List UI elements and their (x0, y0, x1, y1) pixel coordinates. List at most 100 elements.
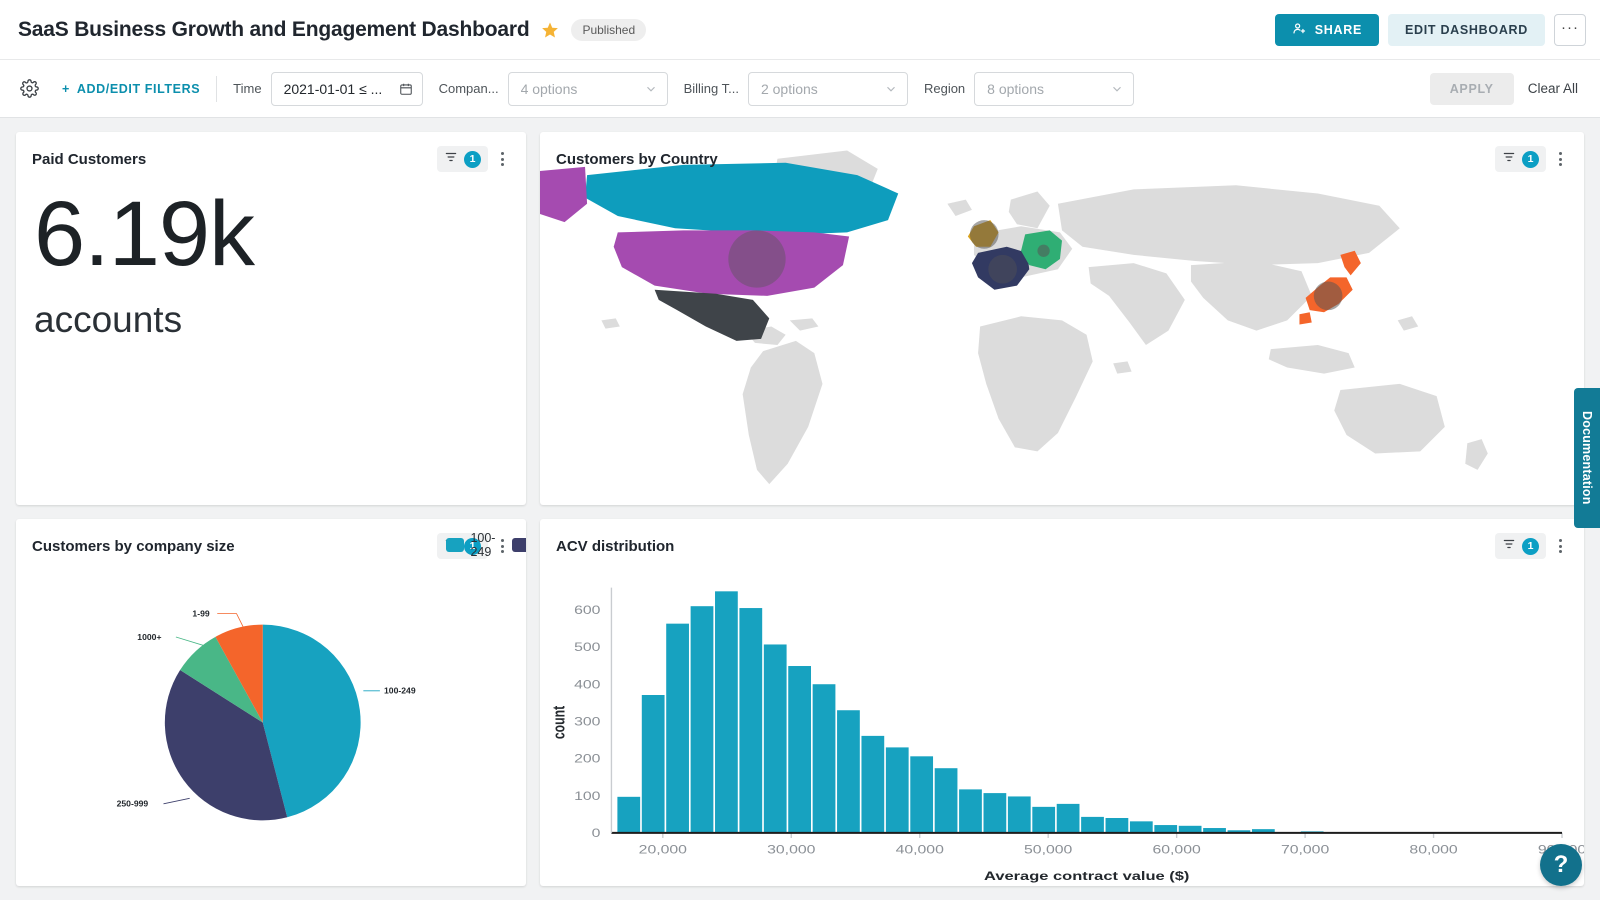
histogram-bar[interactable] (1178, 825, 1202, 833)
map-bubble-germany[interactable] (1037, 244, 1050, 257)
share-button[interactable]: SHARE (1274, 13, 1379, 46)
map-region-france[interactable] (971, 246, 1030, 290)
histogram-bar[interactable] (1227, 830, 1251, 833)
histogram-bar[interactable] (1081, 816, 1104, 833)
card-menu-icon[interactable] (492, 146, 512, 172)
histogram-bar[interactable] (690, 606, 714, 833)
histogram-bar[interactable] (1129, 821, 1153, 833)
histogram-bar[interactable] (739, 608, 763, 833)
histogram-bar[interactable] (983, 793, 1007, 833)
card-customers-by-company-size: Customers by company size 1 100-249 (16, 519, 526, 886)
filter-region-value: 8 options (987, 80, 1044, 97)
histogram-y-tick: 200 (574, 752, 601, 766)
histogram-bar[interactable] (1007, 796, 1031, 833)
histogram-bar[interactable] (763, 644, 787, 833)
card-filter-chip[interactable]: 1 (1495, 533, 1546, 559)
card-filter-chip[interactable]: 1 (437, 146, 488, 172)
histogram-bar[interactable] (641, 695, 665, 833)
card-filter-count: 1 (1522, 537, 1539, 555)
world-map[interactable] (540, 132, 1584, 505)
histogram-bar[interactable] (788, 666, 812, 833)
pie-slices (164, 624, 361, 821)
card-menu-icon[interactable] (492, 533, 512, 559)
map-bubble-uk[interactable] (969, 220, 999, 249)
histogram-bar[interactable] (1154, 825, 1178, 833)
histogram-bar[interactable] (910, 756, 934, 833)
filter-funnel-icon (444, 150, 458, 169)
filter-billing-type: Billing T... 2 options (684, 71, 908, 106)
filter-company-size-value: 4 options (520, 80, 578, 97)
histogram-bar[interactable] (885, 747, 909, 833)
filter-actions: APPLY Clear All (1429, 72, 1586, 105)
histogram-y-tick: 500 (574, 640, 601, 654)
apply-button[interactable]: APPLY (1429, 72, 1514, 105)
filter-company-size-select[interactable]: 4 options (507, 71, 668, 106)
histogram-bar[interactable] (812, 684, 836, 833)
card-header: ACV distribution 1 (540, 519, 1584, 559)
filter-time-input[interactable]: 2021-01-01 ≤ ... (270, 71, 423, 106)
filter-billing-type-select[interactable]: 2 options (747, 71, 908, 106)
filter-company-size-label: Compan... (438, 81, 499, 96)
header-actions: SHARE EDIT DASHBOARD ··· (1274, 13, 1586, 46)
documentation-tab[interactable]: Documentation (1574, 388, 1600, 528)
map-region-canada[interactable] (585, 162, 899, 235)
map-region-mexico[interactable] (654, 289, 770, 341)
histogram-x-tick: 30,000 (767, 842, 816, 856)
card-filter-count: 1 (464, 537, 481, 555)
card-title: Customers by company size (32, 537, 235, 555)
map-bubble-japan[interactable] (1313, 281, 1343, 311)
pie-slice-100-249[interactable] (262, 624, 361, 818)
card-filter-chip[interactable]: 1 (437, 533, 488, 559)
pie-leader-250-999 (163, 797, 190, 805)
histogram-bar[interactable] (1032, 806, 1056, 833)
histogram-bar[interactable] (934, 768, 958, 833)
chevron-down-icon (644, 82, 658, 96)
filter-region-select[interactable]: 8 options (974, 71, 1135, 106)
card-menu-icon[interactable] (1550, 533, 1570, 559)
card-menu-icon[interactable] (1550, 146, 1570, 172)
histogram-bar[interactable] (666, 623, 689, 833)
kpi-unit: accounts (34, 298, 183, 340)
more-options-button[interactable]: ··· (1554, 13, 1586, 46)
filter-time: Time 2021-01-01 ≤ ... (233, 71, 423, 106)
histogram-area: 0 100 200 300 400 500 600 20,000 30,000 40,000 50… (540, 559, 1584, 886)
map-region-usa[interactable] (613, 230, 850, 296)
card-title: Customers by Country (556, 150, 718, 168)
histogram-bar[interactable] (837, 710, 860, 833)
status-badge: Published (571, 18, 647, 41)
histogram-svg[interactable]: 0 100 200 300 400 500 600 20,000 30,000 40,000 50… (540, 559, 1584, 886)
card-header: Customers by company size 1 (16, 519, 526, 559)
pie-leader-1000plus (175, 636, 208, 648)
histogram-bar[interactable] (959, 789, 982, 833)
filter-bar: + ADD/EDIT FILTERS Time 2021-01-01 ≤ ...… (0, 60, 1600, 118)
map-bubble-france[interactable] (988, 254, 1017, 284)
histogram-bar[interactable] (617, 796, 641, 833)
card-filter-count: 1 (464, 150, 481, 168)
filter-region-label: Region (923, 81, 966, 96)
histogram-bar[interactable] (1203, 828, 1226, 833)
legend-item-0[interactable]: 100-249 (446, 531, 503, 559)
pie-label-100-249: 100-249 (384, 686, 416, 696)
pie-slice-250-999[interactable] (164, 670, 288, 821)
pie-slice-1000plus[interactable] (180, 636, 263, 723)
map-region-alaska[interactable] (540, 166, 588, 223)
legend-item-1[interactable]: 250-999 (512, 531, 526, 559)
histogram-bar[interactable] (1105, 817, 1129, 833)
filter-region: Region 8 options (923, 71, 1135, 106)
help-button[interactable]: ? (1540, 844, 1582, 886)
histogram-y-axis: 0 100 200 300 400 500 600 (574, 603, 601, 839)
map-bubble-usa[interactable] (728, 230, 786, 288)
pie-slice-1-99[interactable] (215, 624, 263, 723)
edit-dashboard-button[interactable]: EDIT DASHBOARD (1388, 13, 1545, 46)
card-header: Paid Customers 1 (16, 132, 526, 172)
star-icon[interactable] (541, 21, 559, 39)
histogram-bar[interactable] (715, 591, 738, 833)
add-edit-filters-button[interactable]: + ADD/EDIT FILTERS (62, 82, 200, 96)
histogram-bar[interactable] (1056, 803, 1080, 833)
histogram-bar[interactable] (861, 735, 885, 833)
histogram-bar[interactable] (1251, 829, 1275, 833)
clear-all-button[interactable]: Clear All (1520, 81, 1586, 96)
gear-icon[interactable] (14, 74, 44, 104)
card-tools: 1 (1495, 533, 1570, 559)
card-filter-chip[interactable]: 1 (1495, 146, 1546, 172)
